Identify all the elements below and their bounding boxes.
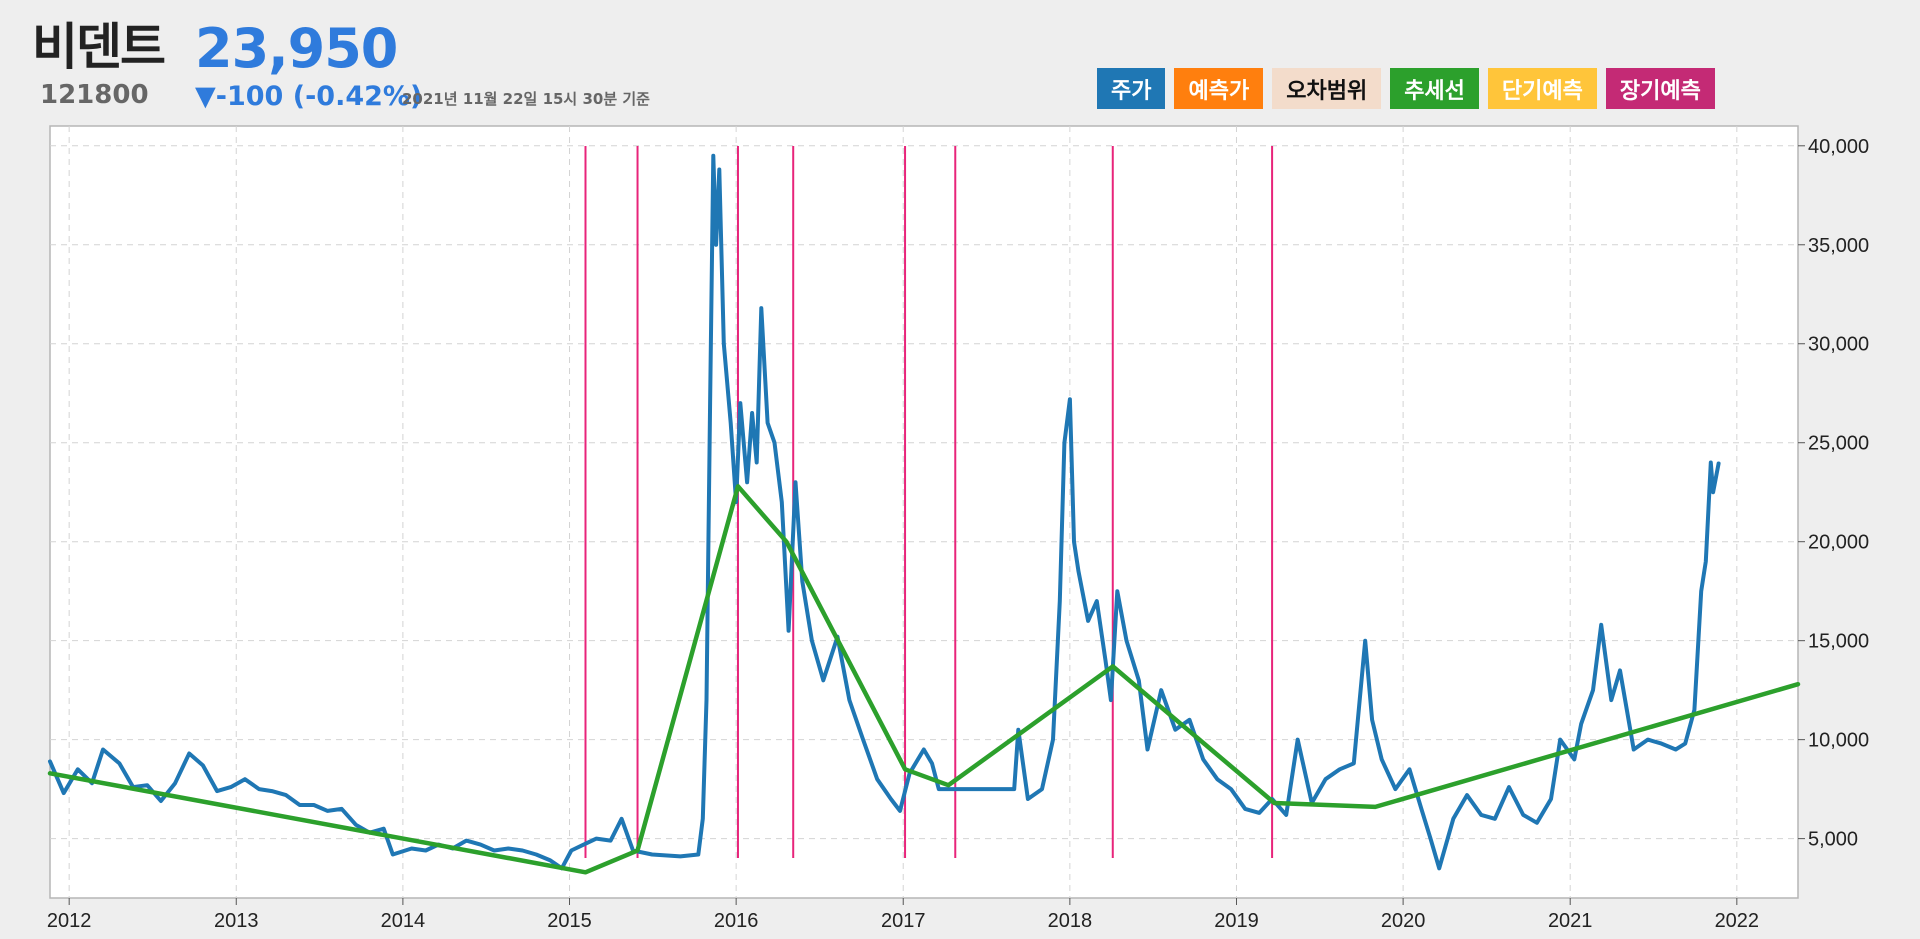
legend-item-trendline[interactable]: 추세선 — [1390, 68, 1479, 109]
x-tick-label: 2021 — [1548, 910, 1593, 932]
x-tick-label: 2016 — [714, 910, 759, 932]
x-axis: 2012 2013 2014 2015 2016 2017 2018 2019 2020 2021… — [47, 898, 1759, 932]
x-tick-label: 2013 — [214, 910, 259, 932]
legend-item-short-term[interactable]: 단기예측 — [1487, 68, 1597, 109]
y-tick-label: 5,000 — [1808, 829, 1858, 851]
legend-item-long-term[interactable]: 장기예측 — [1605, 68, 1715, 109]
legend: 주가 예측가 오차범위 추세선 단기예측 장기예측 — [1097, 68, 1715, 109]
x-tick-label: 2017 — [881, 910, 926, 932]
grid — [50, 126, 1798, 898]
y-tick-label: 35,000 — [1808, 235, 1869, 257]
legend-item-stock[interactable]: 주가 — [1097, 68, 1166, 109]
price-change: ▼-100 (-0.42%) — [195, 81, 423, 112]
x-tick-label: 2020 — [1381, 910, 1426, 932]
stock-code: 121800 — [40, 80, 149, 110]
y-tick-label: 10,000 — [1808, 730, 1869, 752]
y-tick-label: 15,000 — [1808, 631, 1869, 653]
y-axis: 5,000 10,000 15,000 20,000 25,000 30,000 35,00… — [1798, 136, 1869, 851]
legend-item-error-range[interactable]: 오차범위 — [1272, 68, 1382, 109]
x-tick-label: 2022 — [1715, 910, 1760, 932]
legend-item-forecast[interactable]: 예측가 — [1174, 68, 1264, 109]
x-tick-label: 2018 — [1048, 910, 1093, 932]
plot-area — [49, 125, 1799, 899]
y-tick-label: 20,000 — [1808, 532, 1869, 554]
stock-price: 23,950 — [195, 17, 398, 80]
x-tick-label: 2015 — [547, 910, 592, 932]
y-tick-label: 25,000 — [1808, 433, 1869, 455]
x-tick-label: 2014 — [381, 910, 426, 932]
y-tick-label: 30,000 — [1808, 334, 1869, 356]
timestamp: 2021년 11월 22일 15시 30분 기준 — [402, 90, 650, 108]
event-lines — [584, 146, 1274, 858]
stock-name: 비덴트 — [32, 18, 166, 76]
series-line-trend — [47, 484, 1801, 875]
y-tick-label: 40,000 — [1808, 136, 1869, 158]
x-tick-label: 2019 — [1214, 910, 1259, 932]
series — [47, 153, 1801, 875]
x-tick-label: 2012 — [47, 910, 92, 932]
